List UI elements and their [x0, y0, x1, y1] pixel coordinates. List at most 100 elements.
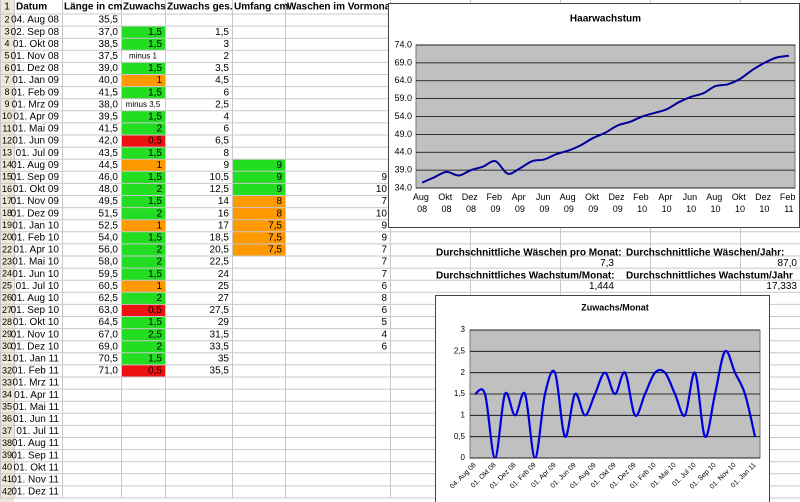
- cell: 0,5: [148, 366, 162, 377]
- cell: 6: [381, 305, 387, 316]
- column-header: Waschen im Vormonat: [287, 2, 394, 13]
- x-tick-label: Apr 09: [512, 192, 529, 214]
- cell: 20,5: [210, 245, 230, 256]
- cell: 1,5: [215, 27, 229, 38]
- cell: 7: [381, 196, 387, 207]
- row-number: 6: [4, 63, 9, 73]
- cell-fill: [121, 183, 165, 196]
- y-tick-label: 2,5: [454, 346, 466, 355]
- row-number: 38: [2, 438, 12, 448]
- cell: 01. Mai 11: [13, 402, 59, 413]
- cell-fill: [121, 280, 165, 293]
- cell: 1,5: [148, 63, 162, 74]
- cell: 01. Jul 10: [16, 281, 60, 292]
- cell-fill: [121, 147, 165, 160]
- cell: 4,5: [215, 75, 229, 86]
- cell: 7: [381, 269, 387, 280]
- cell: 10: [376, 208, 388, 219]
- cell-fill: [121, 256, 165, 269]
- cell-fill: [121, 207, 165, 220]
- cell-fill: [232, 207, 285, 220]
- cell: 01. Nov 08: [11, 51, 60, 62]
- cell-fill: [121, 86, 165, 99]
- cell-fill: [121, 135, 165, 148]
- cell: 31,5: [210, 329, 230, 340]
- cell: 46,0: [99, 172, 119, 183]
- cell: 2: [156, 257, 162, 268]
- summary-label: Durchschnittliche Wäschen/Jahr:: [626, 248, 784, 259]
- cell: 40,0: [99, 75, 119, 86]
- cell: 01. Mai 10: [12, 257, 59, 268]
- cell-fill: [121, 352, 165, 365]
- row-number: 17: [2, 196, 12, 206]
- cell: 4: [223, 111, 229, 122]
- cell-fill: [121, 304, 165, 317]
- overlay: Durchschnittliche Wäschen pro Monat:7,3 D…: [388, 3, 800, 502]
- cell: 01. Apr 10: [13, 245, 59, 256]
- cell: 01. Jun 10: [12, 269, 59, 280]
- cell-fill: [121, 231, 165, 244]
- row-number: 34: [2, 390, 12, 400]
- row-number: 8: [4, 87, 9, 97]
- cell: 2: [156, 245, 162, 256]
- cell: 1,5: [148, 148, 162, 159]
- column-header: Zuwachs: [123, 2, 166, 13]
- cell-fill: [232, 171, 285, 184]
- cell-fill: [121, 243, 165, 256]
- cell: 64,5: [99, 317, 119, 328]
- row-number: 23: [2, 256, 12, 266]
- cell: 1,5: [148, 87, 162, 98]
- cell: 9: [276, 184, 282, 195]
- cell: 16: [218, 208, 230, 219]
- cell: 9: [381, 172, 387, 183]
- cell: 04. Aug 08: [11, 15, 59, 26]
- row-number: 22: [2, 244, 12, 254]
- cell: 6: [381, 281, 387, 292]
- y-tick-label: 34.0: [394, 182, 412, 192]
- y-tick-label: 74.0: [394, 39, 412, 49]
- row-number: 42: [2, 486, 12, 496]
- cell-fill: [121, 38, 165, 51]
- cell: 1: [156, 75, 162, 86]
- cell: 1,5: [148, 172, 162, 183]
- cell: 29: [218, 317, 230, 328]
- cell: 3: [223, 39, 229, 50]
- cell: 01. Jan 11: [13, 353, 59, 364]
- row-number: 2: [4, 14, 9, 24]
- cell: 1,5: [148, 232, 162, 243]
- x-tick-label: Jun 09: [536, 192, 553, 214]
- cell: 01. Mrz 09: [12, 99, 60, 110]
- cell-fill: [121, 268, 165, 281]
- cell: 2,5: [215, 99, 229, 110]
- cell: 5: [381, 317, 387, 328]
- x-tick-label: Feb 09: [486, 192, 504, 214]
- cell: 9: [276, 172, 282, 183]
- cell-fill: [121, 110, 165, 123]
- cell-fill: [121, 74, 165, 87]
- cell: 58,0: [99, 257, 119, 268]
- cell-fill: [121, 364, 165, 377]
- cell: 01. Okt 09: [13, 184, 60, 195]
- cell: 1,5: [148, 196, 162, 207]
- cell: 63,0: [99, 305, 119, 316]
- row-number: 10: [2, 111, 12, 121]
- cell: 37,5: [99, 51, 119, 62]
- cell-fill: [232, 219, 285, 232]
- summary-label: Durchschnittliches Wachstum/Jahr: [626, 271, 793, 282]
- cell: 2: [156, 124, 162, 135]
- cell: 01. Mai 09: [12, 124, 59, 135]
- cell: 1,5: [148, 111, 162, 122]
- row-number: 36: [2, 414, 12, 424]
- x-tick-label: Okt 09: [585, 192, 602, 214]
- x-tick-label: Aug 09: [560, 192, 579, 214]
- cell: 2: [156, 341, 162, 352]
- cell: 48,0: [99, 184, 119, 195]
- cell: 43,5: [99, 148, 119, 159]
- cell: 14: [218, 196, 230, 207]
- y-tick-label: 64.0: [394, 75, 412, 85]
- cell: 01. Dez 10: [11, 341, 60, 352]
- cell: 9: [381, 220, 387, 231]
- cell: 6,5: [215, 136, 229, 147]
- cell: 71,0: [99, 366, 119, 377]
